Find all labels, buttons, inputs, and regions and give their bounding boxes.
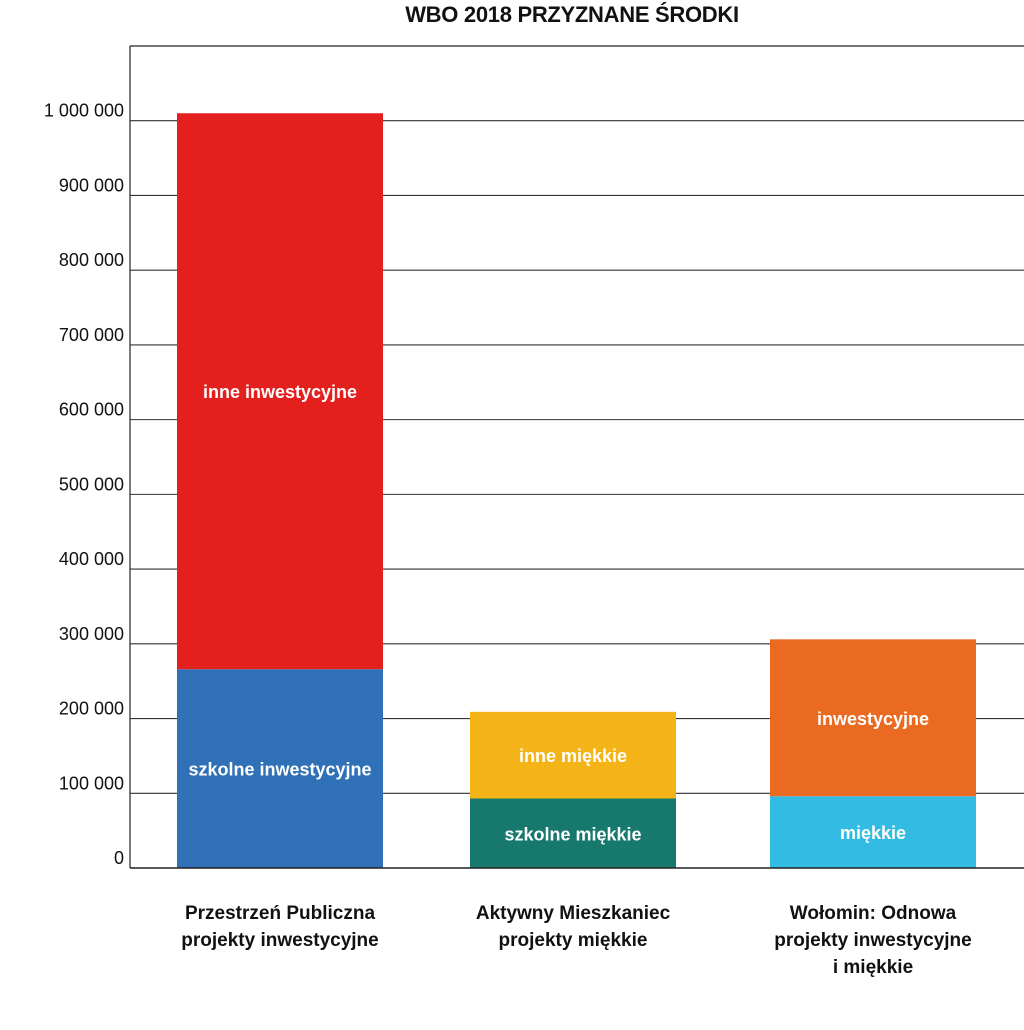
y-tick-label: 500 000 <box>59 474 124 494</box>
bar-segment <box>470 798 676 868</box>
category-label-line: projekty inwestycyjne <box>181 930 379 951</box>
bar-segment <box>177 669 383 868</box>
y-tick-label: 700 000 <box>59 325 124 345</box>
y-tick-label: 300 000 <box>59 624 124 644</box>
category-label-line: i miękkie <box>832 957 914 978</box>
category-label-line: Wołomin: Odnowa <box>789 903 957 924</box>
category-label-line: Przestrzeń Publiczna <box>184 903 376 924</box>
y-tick-label: 800 000 <box>59 250 124 270</box>
category-label-line: projekty inwestycyjne <box>774 930 972 951</box>
bar-segment-label: miękkie <box>840 823 906 843</box>
bar-segment <box>177 113 383 670</box>
category-label: Przestrzeń Publiczna projekty inwestycyjn… <box>130 900 430 954</box>
bar-segment-label: szkolne inwestycyjne <box>188 760 371 780</box>
bar-segment <box>770 796 976 868</box>
bar-segment <box>770 639 976 797</box>
bar-segment-label: inne miękkie <box>519 746 627 766</box>
category-label-line: Aktywny Mieszkaniec <box>475 903 671 924</box>
bar-segment-label: inwestycyjne <box>817 709 929 729</box>
y-tick-label: 1 000 000 <box>44 101 124 121</box>
y-tick-label: 0 <box>114 848 124 868</box>
y-tick-label: 200 000 <box>59 699 124 719</box>
category-label: Wołomin: Odnowa projekty inwestycyjne i mi… <box>723 900 1023 981</box>
chart-title: WBO 2018 PRZYZNANE ŚRODKI <box>405 2 739 27</box>
bar-segment <box>470 711 676 799</box>
y-tick-label: 100 000 <box>59 773 124 793</box>
y-tick-label: 400 000 <box>59 549 124 569</box>
y-tick-label: 600 000 <box>59 400 124 420</box>
bar-segment-label: inne inwestycyjne <box>203 382 357 402</box>
category-label: Aktywny Mieszkaniec projekty miękkie <box>423 900 723 954</box>
category-label-line: projekty miękkie <box>498 930 648 951</box>
bar-segment-label: szkolne miękkie <box>504 824 641 844</box>
y-tick-label: 900 000 <box>59 175 124 195</box>
